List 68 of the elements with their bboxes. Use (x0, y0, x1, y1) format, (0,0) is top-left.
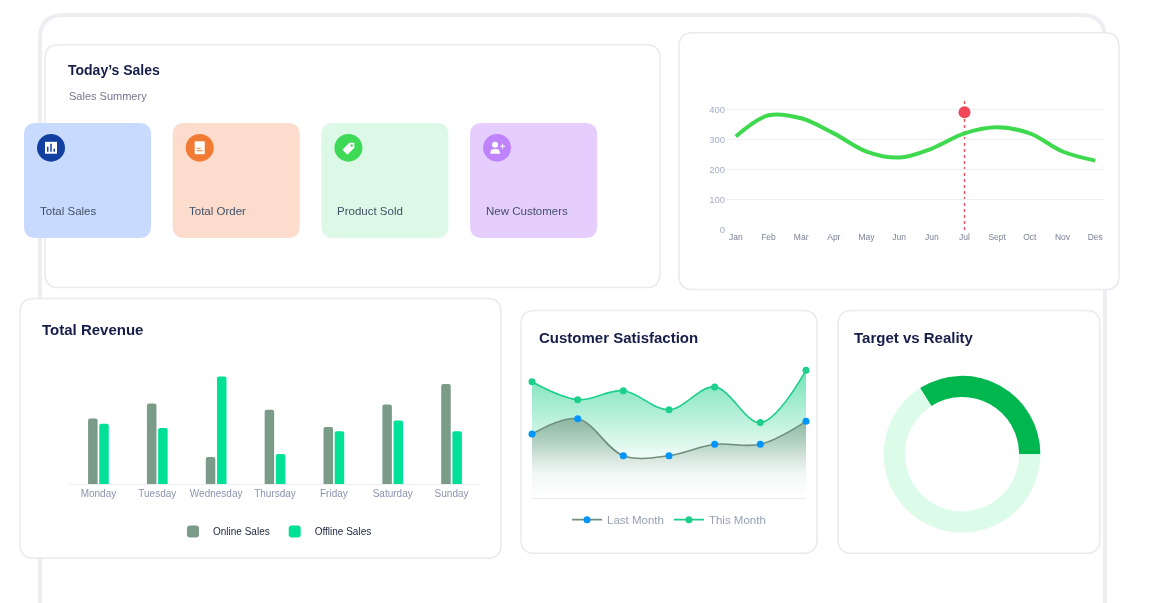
point (711, 440, 719, 448)
text: Total Order (189, 205, 247, 217)
x-tick-label: Sept (988, 231, 1007, 242)
bar (99, 423, 109, 484)
text: Sales Summery (69, 90, 148, 102)
point (665, 452, 673, 460)
bar (264, 409, 275, 484)
donut-slice (920, 376, 1041, 455)
x-tick-label: Oct (1023, 231, 1038, 242)
text: Total Sales (40, 205, 97, 217)
bar (216, 376, 227, 484)
x-tick-label: Monday (80, 487, 117, 499)
line-series (733, 112, 1098, 163)
bar (205, 457, 216, 484)
bar (323, 427, 334, 484)
x-tick-label: Thursday (254, 487, 296, 499)
point (756, 419, 764, 427)
legend-label: This Month (708, 514, 766, 527)
bar (452, 431, 462, 484)
bar (393, 420, 404, 484)
bar (146, 403, 157, 484)
legend-label: Last Month (607, 514, 664, 527)
x-tick-label: Jan (728, 231, 743, 242)
x-tick-label: May (858, 231, 876, 242)
chart-title: Target vs Reality (854, 329, 974, 346)
point (802, 366, 810, 374)
bar (158, 428, 168, 484)
text: Product Sold (337, 205, 403, 217)
x-tick-label: Apr (827, 231, 841, 242)
legend-label: Offline Sales (314, 526, 372, 538)
point (574, 415, 582, 423)
x-tick-label: Nov (1054, 231, 1071, 242)
point (802, 417, 810, 425)
point (756, 440, 764, 448)
chart-title: Total Revenue (42, 321, 144, 338)
point (528, 378, 536, 386)
text: Today’s Sales (68, 62, 161, 78)
legend-label: Online Sales (213, 526, 270, 538)
x-tick-label: Tuesday (138, 487, 177, 499)
point (619, 387, 627, 395)
x-tick-label: Wednesday (189, 487, 243, 499)
bar (441, 384, 451, 484)
x-tick-label: Friday (319, 487, 348, 499)
point (619, 452, 627, 460)
x-tick-label: Jul (959, 231, 971, 242)
bar (382, 404, 392, 484)
y-tick-label: 400 (709, 103, 725, 115)
y-tick-label: 100 (709, 194, 725, 206)
x-tick-label: Saturday (372, 487, 413, 499)
x-tick-label: Sunday (434, 487, 469, 499)
text: New Customers (486, 205, 569, 217)
bar (88, 418, 98, 484)
donut-slice (883, 388, 1041, 533)
x-tick-label: Jun (924, 231, 939, 242)
x-tick-label: Des (1087, 231, 1103, 242)
bar (275, 453, 286, 484)
y-tick-label: 300 (709, 133, 725, 145)
x-tick-label: Mar (793, 231, 809, 242)
y-tick-label: 200 (709, 163, 725, 175)
bar (334, 431, 345, 484)
point (574, 396, 582, 404)
x-tick-label: Feb (761, 231, 777, 242)
chart-title: Customer Satisfaction (539, 329, 699, 346)
point (665, 406, 673, 414)
y-tick-label: 0 (719, 224, 725, 236)
x-tick-label: Jun (892, 231, 907, 242)
point (528, 430, 536, 438)
point (711, 383, 719, 391)
